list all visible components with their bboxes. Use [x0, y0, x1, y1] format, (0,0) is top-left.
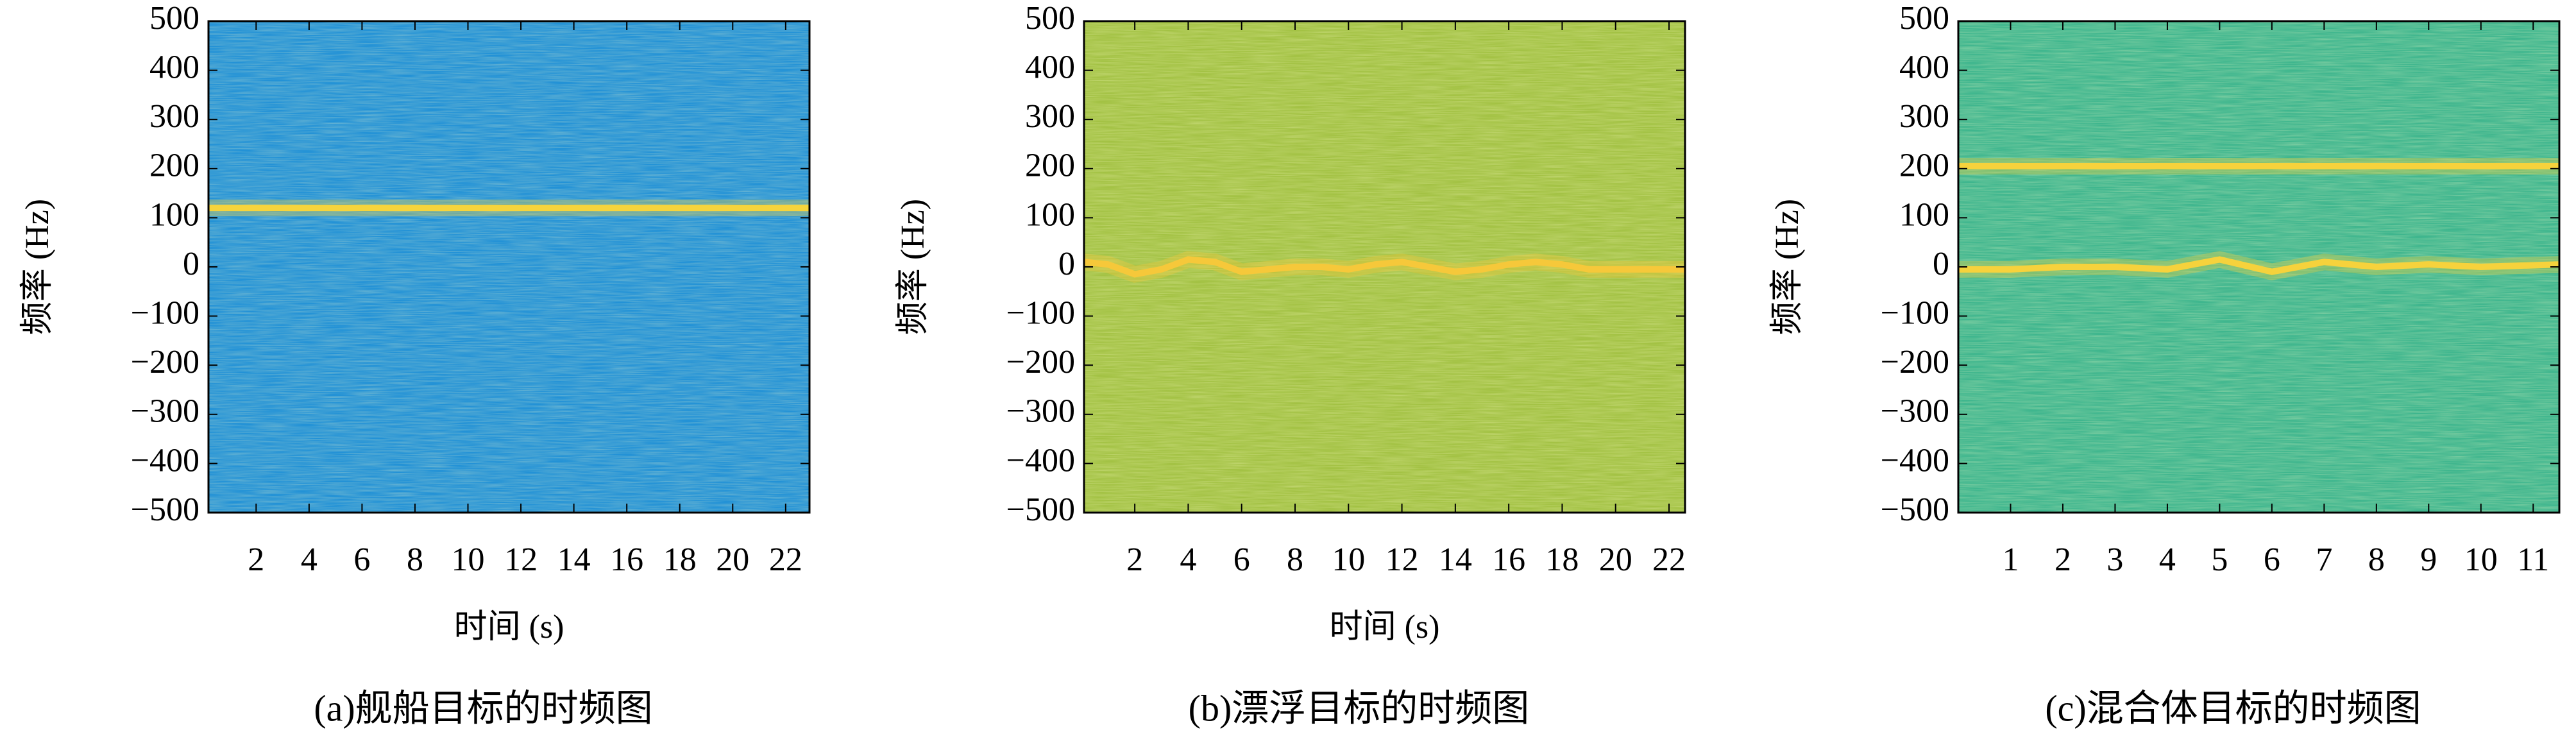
caption: (a)舰船目标的时频图: [314, 687, 652, 729]
x-axis-label: 时间 (s): [454, 609, 564, 645]
ridge: [1958, 256, 2560, 275]
y-tick-label: 500: [1899, 0, 1949, 37]
y-tick-label: 500: [149, 0, 199, 37]
x-tick-label: 6: [353, 541, 370, 578]
ridge: [1083, 256, 1685, 278]
x-tick-label: 2: [2055, 541, 2071, 578]
caption: (b)漂浮目标的时频图: [1189, 687, 1530, 729]
x-tick-label: 8: [2368, 541, 2385, 578]
plot: [1958, 21, 2560, 513]
x-tick-label: 1: [2002, 541, 2019, 578]
plot: [208, 21, 809, 513]
y-tick-label: 200: [1025, 148, 1075, 184]
y-tick-label: 400: [1025, 49, 1075, 86]
x-tick-label: 8: [407, 541, 423, 578]
y-tick-label: −300: [1006, 393, 1075, 430]
x-tick-label: 22: [769, 541, 802, 578]
x-tick-label: 14: [1439, 541, 1472, 578]
y-tick-label: 400: [1899, 49, 1949, 86]
y-tick-label: 0: [183, 246, 199, 282]
x-axis-label: 时间 (s): [1330, 609, 1440, 645]
x-tick-label: 22: [1652, 541, 1686, 578]
y-tick-label: 200: [149, 148, 199, 184]
y-tick-label: 300: [1899, 98, 1949, 135]
x-tick-label: 20: [1599, 541, 1632, 578]
x-tick-label: 10: [452, 541, 485, 578]
x-tick-label: 18: [1545, 541, 1579, 578]
y-tick-label: −400: [1881, 442, 1949, 479]
caption: (c)混合体目标的时频图: [2045, 687, 2421, 729]
x-tick-label: 3: [2106, 541, 2123, 578]
x-tick-label: 6: [1233, 541, 1250, 578]
y-tick-label: −100: [1006, 295, 1075, 332]
y-tick-label: 500: [1025, 0, 1075, 37]
y-tick-label: 300: [1025, 98, 1075, 135]
x-tick-label: 2: [248, 541, 264, 578]
y-tick-label: −100: [1881, 295, 1949, 332]
y-tick-label: −500: [1881, 491, 1949, 528]
y-tick-label: 0: [1058, 246, 1075, 282]
y-tick-label: −500: [1006, 491, 1075, 528]
y-tick-label: −500: [131, 491, 199, 528]
x-tick-label: 10: [2464, 541, 2498, 578]
x-tick-label: 8: [1287, 541, 1303, 578]
y-tick-label: 0: [1933, 246, 1949, 282]
y-tick-label: −200: [1006, 344, 1075, 380]
x-tick-label: 20: [716, 541, 749, 578]
x-tick-label: 4: [2159, 541, 2176, 578]
y-tick-label: −100: [131, 295, 199, 332]
y-tick-label: −200: [1881, 344, 1949, 380]
x-tick-label: 16: [610, 541, 643, 578]
y-tick-label: −200: [131, 344, 199, 380]
x-tick-label: 12: [504, 541, 538, 578]
y-tick-label: −400: [1006, 442, 1075, 479]
x-tick-label: 7: [2316, 541, 2332, 578]
x-tick-label: 9: [2420, 541, 2437, 578]
y-tick-label: −400: [131, 442, 199, 479]
y-tick-label: 100: [1899, 196, 1949, 233]
x-tick-label: 18: [663, 541, 697, 578]
y-tick-label: 300: [149, 98, 199, 135]
x-tick-label: 5: [2211, 541, 2228, 578]
x-tick-label: 6: [2264, 541, 2280, 578]
y-tick-label: −300: [131, 393, 199, 430]
x-tick-label: 14: [557, 541, 591, 578]
x-tick-label: 4: [301, 541, 318, 578]
x-tick-label: 10: [1332, 541, 1365, 578]
x-tick-label: 16: [1492, 541, 1525, 578]
y-tick-label: 400: [149, 49, 199, 86]
y-tick-label: 200: [1899, 148, 1949, 184]
x-tick-label: 4: [1180, 541, 1196, 578]
spectrogram-noise: [208, 21, 809, 513]
y-tick-label: 100: [1025, 196, 1075, 233]
x-tick-label: 11: [2517, 541, 2549, 578]
y-axis-label: 频率 (Hz): [895, 199, 931, 335]
y-axis-label: 频率 (Hz): [19, 199, 56, 335]
y-tick-label: −300: [1881, 393, 1949, 430]
x-tick-label: 12: [1385, 541, 1419, 578]
y-axis-label: 频率 (Hz): [1769, 199, 1806, 335]
x-tick-label: 2: [1126, 541, 1143, 578]
y-tick-label: 100: [149, 196, 199, 233]
plot: [1083, 21, 1685, 513]
